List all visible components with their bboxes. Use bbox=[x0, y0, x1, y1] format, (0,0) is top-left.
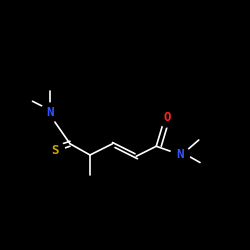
Text: O: O bbox=[164, 111, 171, 124]
Circle shape bbox=[40, 103, 60, 122]
Circle shape bbox=[170, 146, 190, 165]
Circle shape bbox=[46, 140, 64, 160]
Text: N: N bbox=[46, 106, 54, 119]
Circle shape bbox=[158, 108, 177, 127]
Text: S: S bbox=[51, 144, 59, 156]
Text: N: N bbox=[176, 148, 184, 162]
